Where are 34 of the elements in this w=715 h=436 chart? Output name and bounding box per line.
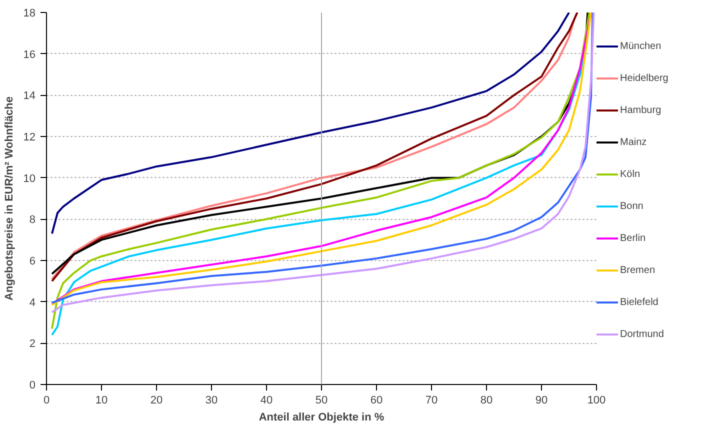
y-tick-label: 6 [29,256,36,268]
x-tick-label: 40 [260,394,273,406]
x-tick-label: 60 [370,394,383,406]
x-tick-label: 30 [205,394,218,406]
y-tick-label: 14 [23,90,36,102]
x-tick-label: 100 [587,394,606,406]
line-series [51,12,570,235]
legend-label: Hamburg [620,104,662,116]
y-tick-label: 0 [29,380,36,392]
legend-label: München [620,40,662,52]
legend-label: Bonn [620,200,644,212]
x-tick-label: 80 [480,394,493,406]
y-axis-title: Angebotspreise in EUR/m² Wohnfläche [3,96,16,300]
y-tick-label: 2 [29,338,36,350]
y-tick-label: 8 [29,214,36,226]
x-axis-title: Anteil aller Objekte in % [258,412,384,424]
legend-label: Bielefeld [620,296,658,308]
legend-label: Bremen [620,264,656,276]
y-tick-label: 18 [23,8,36,20]
legend-label: Dortmund [620,328,664,340]
legend-label: Köln [620,168,640,180]
legend-label: Mainz [620,136,647,148]
x-tick-label: 10 [95,394,108,406]
y-tick-label: 16 [23,48,36,61]
y-tick-label: 10 [23,172,36,185]
legend-label: Berlin [620,232,646,244]
x-tick-label: 70 [425,394,438,406]
y-tick-label: 12 [23,132,36,144]
x-tick-label: 50 [315,394,328,406]
x-tick-label: 90 [535,394,548,406]
x-tick-label: 0 [43,394,50,406]
y-tick-label: 4 [29,296,36,309]
legend-label: Heidelberg [620,72,668,84]
x-tick-label: 20 [150,394,163,406]
